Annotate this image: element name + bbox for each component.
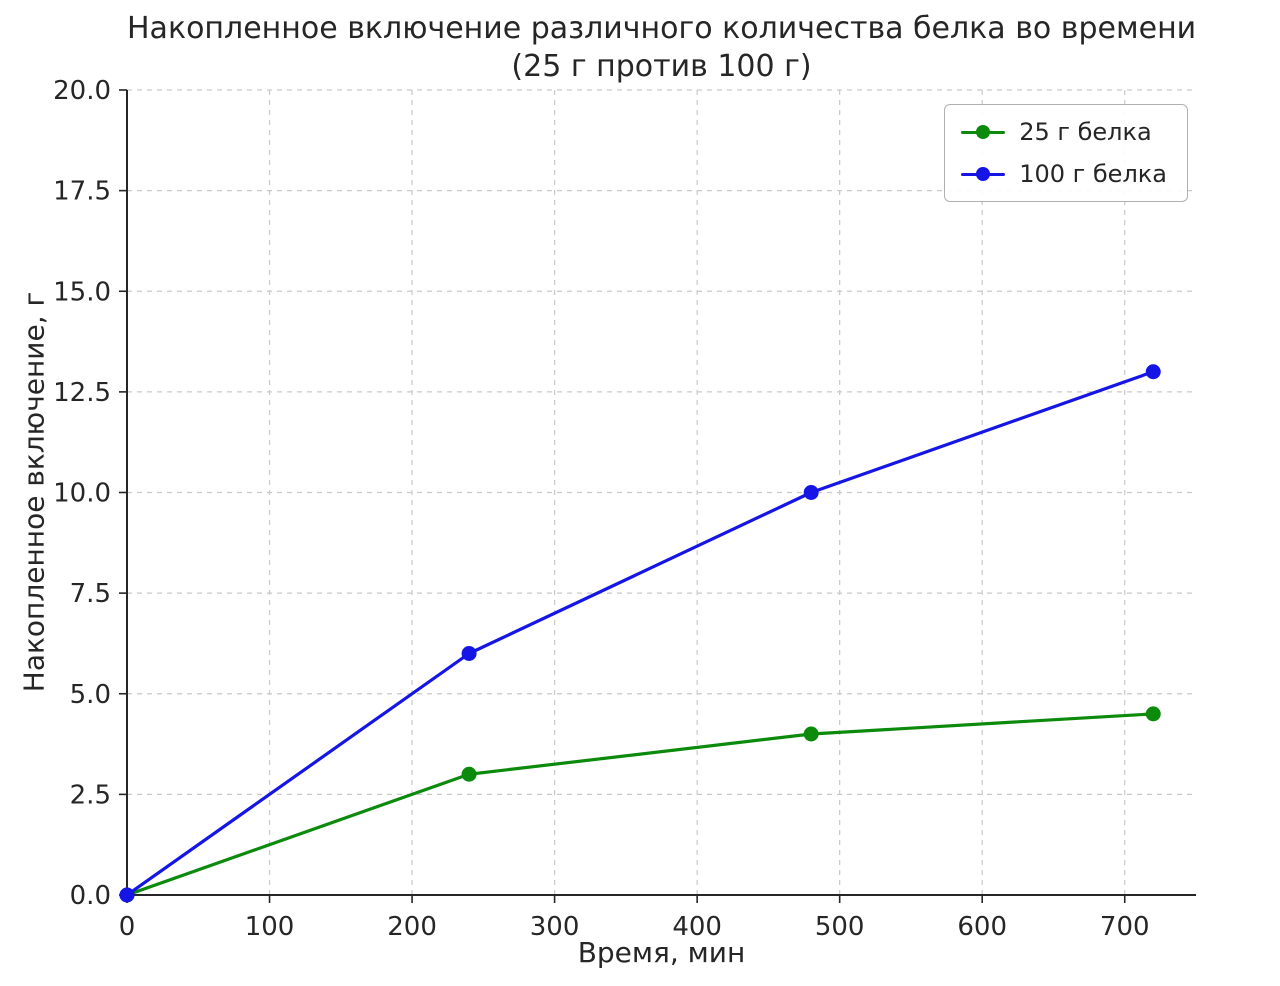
y-tick-label: 20.0	[53, 76, 111, 106]
series-marker-0	[461, 766, 477, 782]
y-tick-label: 0.0	[70, 881, 111, 911]
y-tick-label: 10.0	[53, 479, 111, 509]
x-axis-label: Время, мин	[577, 936, 746, 969]
chart-title: Накопленное включение различного количес…	[127, 10, 1196, 86]
series-marker-1	[1145, 364, 1161, 380]
y-tick-label: 15.0	[53, 277, 111, 307]
legend: 25 г белка 100 г белка	[944, 104, 1188, 202]
chart-title-line2: (25 г против 100 г)	[511, 49, 812, 84]
x-tick-label: 100	[245, 912, 295, 942]
legend-swatch-blue	[961, 166, 1006, 182]
legend-item-label: 100 г белка	[1019, 160, 1167, 188]
y-tick-label: 5.0	[70, 680, 111, 710]
y-tick-label: 17.5	[53, 177, 111, 207]
legend-marker-icon	[976, 167, 991, 181]
legend-marker-icon	[976, 125, 991, 139]
series-marker-0	[1145, 706, 1161, 722]
x-tick-label: 600	[957, 912, 1007, 942]
series-line-0	[125, 712, 1155, 897]
legend-swatch-green	[961, 124, 1006, 140]
x-tick-label: 500	[815, 912, 865, 942]
series-line-1	[125, 370, 1155, 897]
x-tick-label: 0	[119, 912, 136, 942]
series-marker-1	[461, 646, 477, 661]
legend-item: 25 г белка	[961, 118, 1167, 146]
x-tick-label: 400	[672, 912, 722, 942]
x-tick-label: 300	[530, 912, 580, 942]
x-tick-label: 700	[1100, 912, 1150, 942]
y-tick-label: 2.5	[70, 780, 111, 810]
series-marker-1	[119, 887, 135, 903]
gridlines	[126, 89, 1196, 896]
x-tick-label: 200	[387, 912, 437, 942]
y-tick-label: 7.5	[70, 579, 111, 609]
chart-title-line1: Накопленное включение различного количес…	[127, 11, 1197, 46]
legend-item: 100 г белка	[961, 160, 1167, 188]
legend-item-label: 25 г белка	[1019, 118, 1152, 146]
series-marker-1	[803, 485, 819, 500]
series-marker-0	[803, 726, 819, 742]
tick-labels: 0 100 200 300 400 500 600 700 0.0 2.5 5.0 7.5 10.0 12…	[53, 76, 1149, 942]
y-axis-label: Накопленное включение, г	[17, 291, 51, 693]
y-tick-label: 12.5	[53, 378, 111, 408]
